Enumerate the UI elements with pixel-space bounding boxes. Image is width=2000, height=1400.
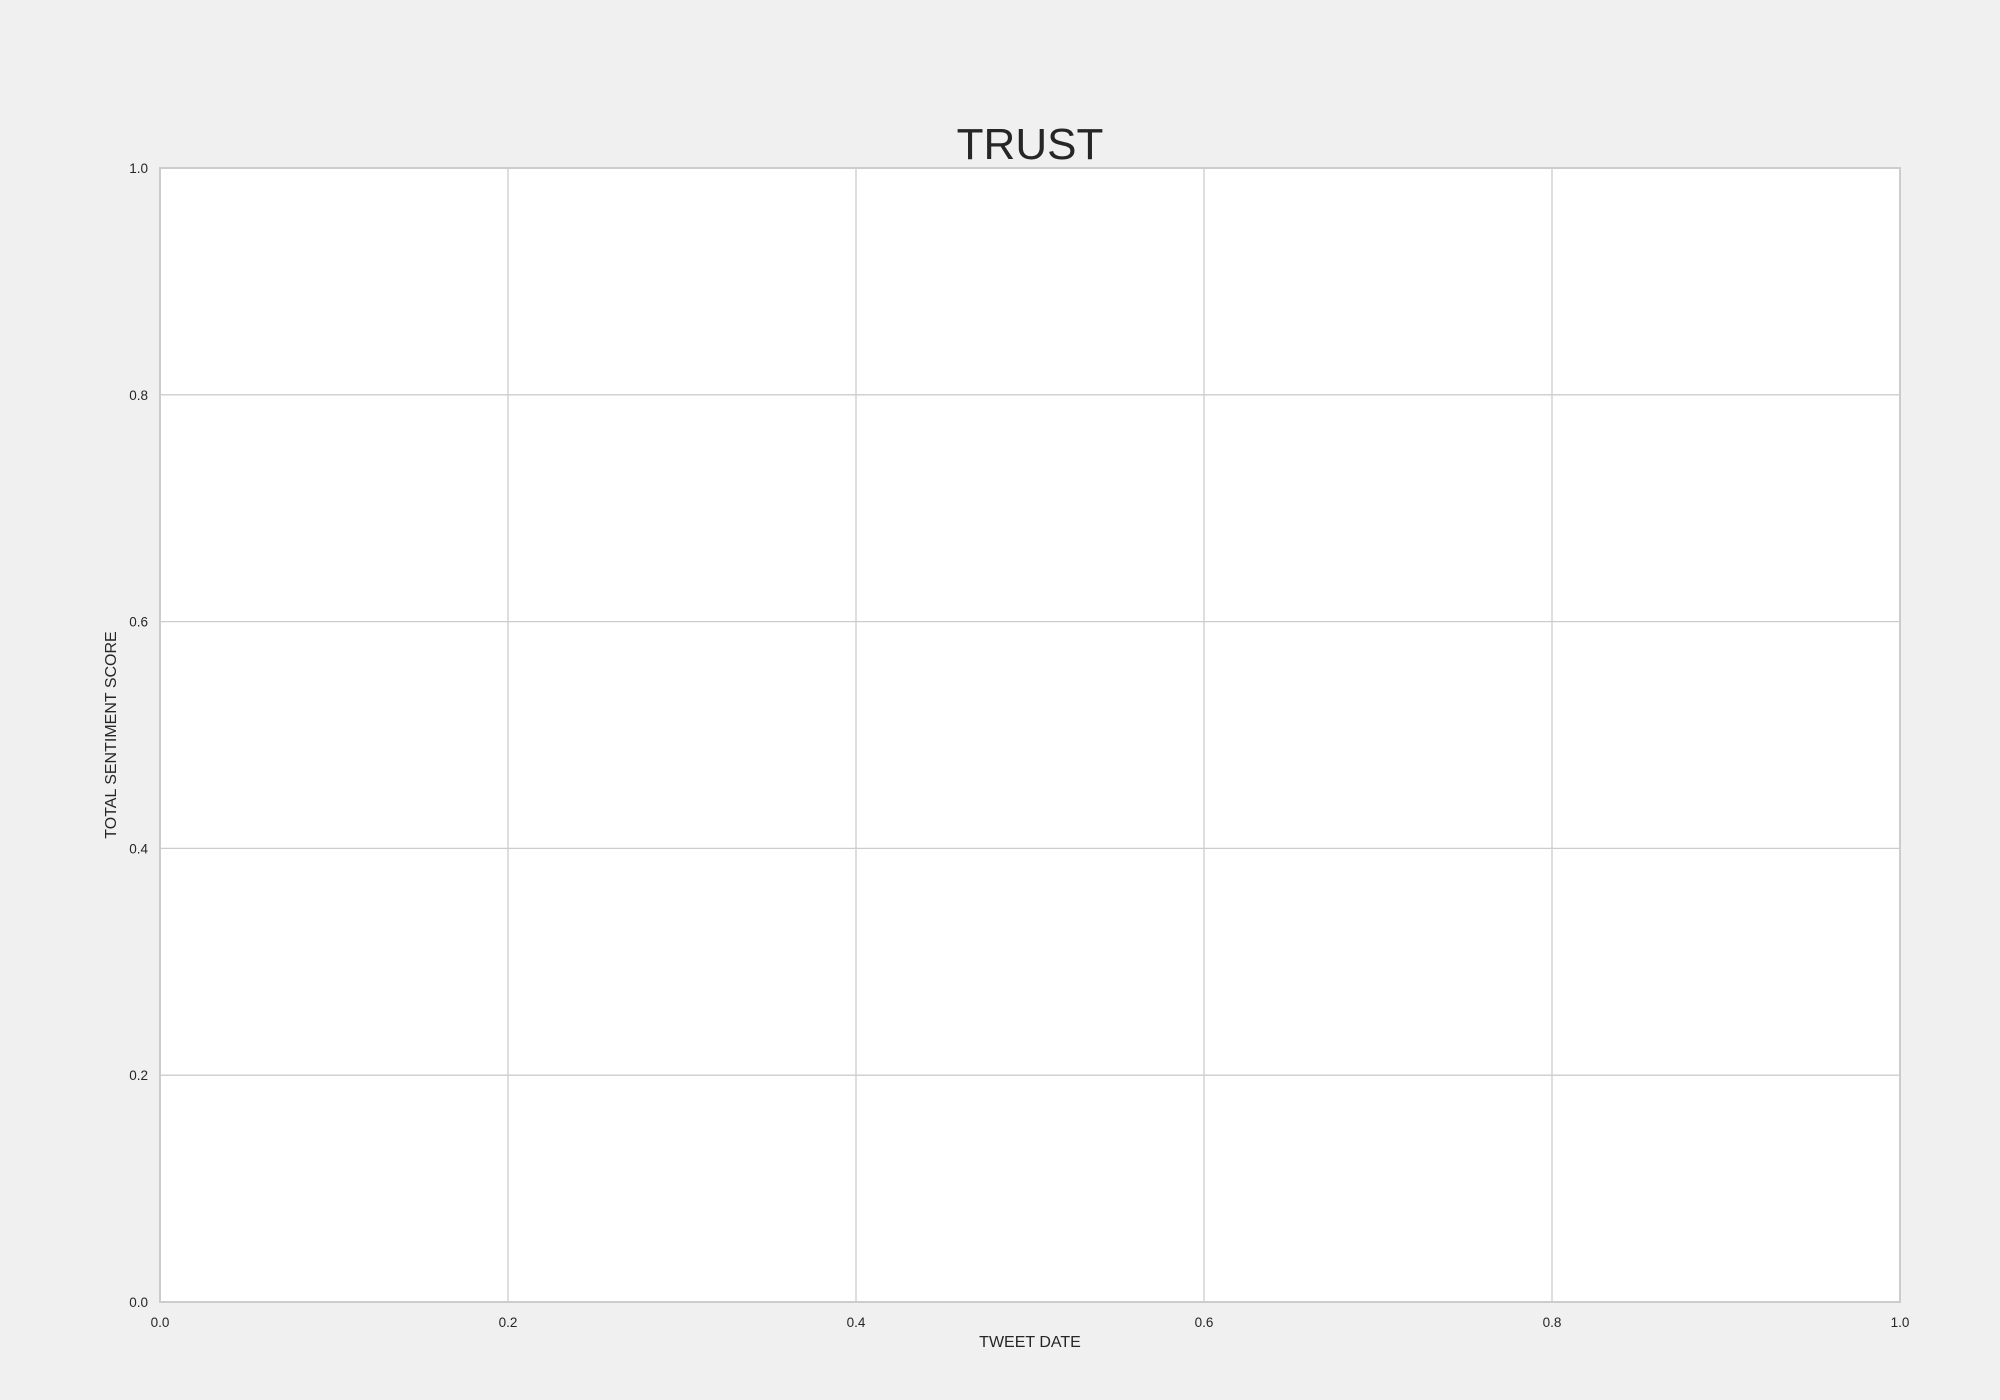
y-tick-label: 0.2: [129, 1068, 148, 1083]
x-tick-label: 0.0: [151, 1315, 170, 1330]
x-tick-label: 0.6: [1195, 1315, 1214, 1330]
y-tick-label: 0.6: [129, 615, 148, 630]
x-tick-labels: 0.0 0.2 0.4 0.6 0.8 1.0: [151, 1315, 1910, 1330]
x-tick-label: 0.4: [847, 1315, 866, 1330]
plot-area: [159, 167, 1901, 1303]
x-tick-label: 0.2: [499, 1315, 518, 1330]
chart-title: TRUST: [957, 120, 1104, 169]
y-tick-label: 1.0: [129, 161, 148, 176]
y-tick-label: 0.8: [129, 388, 148, 403]
x-tick-label: 1.0: [1891, 1315, 1910, 1330]
y-tick-label: 0.4: [129, 841, 148, 856]
x-axis-label: TWEET DATE: [979, 1334, 1081, 1351]
y-tick-label: 0.0: [129, 1295, 148, 1310]
y-tick-labels: 0.0 0.2 0.4 0.6 0.8 1.0: [129, 161, 148, 1310]
plot-border: [159, 167, 1901, 1303]
x-tick-label: 0.8: [1543, 1315, 1562, 1330]
y-axis-label: TOTAL SENTIMENT SCORE: [103, 631, 120, 838]
